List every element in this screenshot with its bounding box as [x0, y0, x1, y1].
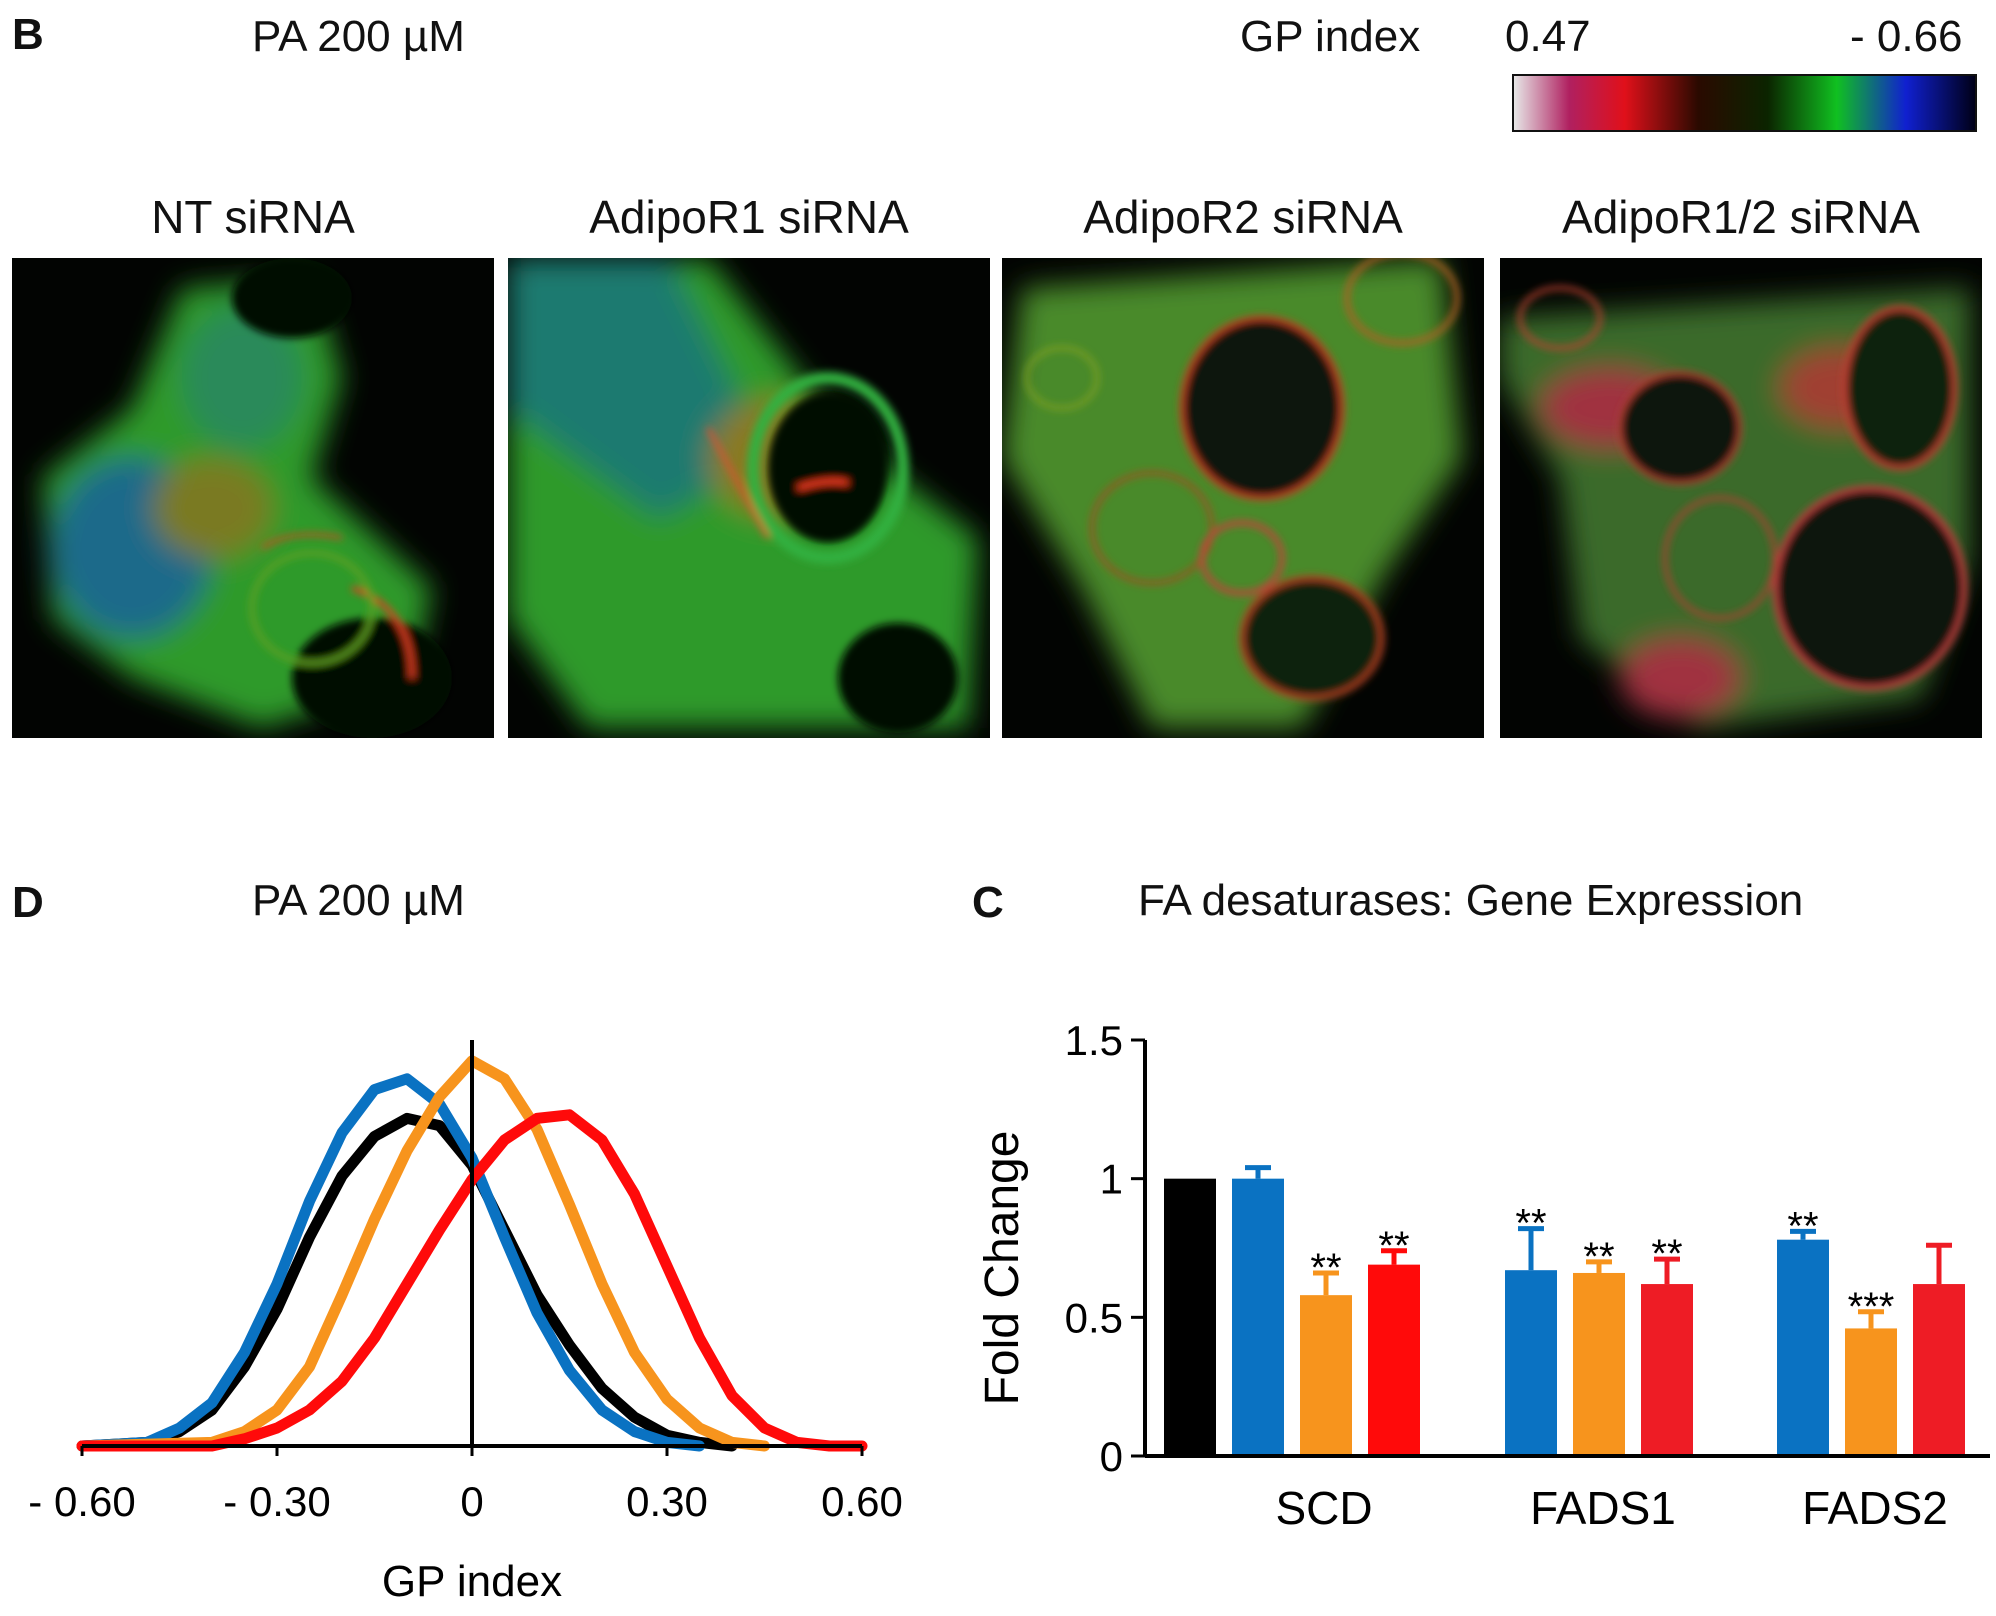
- image-label-nt: NT siRNA: [151, 191, 355, 243]
- bar-fads1-2: [1641, 1284, 1693, 1456]
- significance-marker: ***: [1848, 1285, 1895, 1329]
- gp-curve-1: [76, 1073, 705, 1452]
- significance-marker: **: [1310, 1246, 1341, 1290]
- significance-marker: **: [1787, 1204, 1818, 1248]
- bar-fads2-1: [1845, 1328, 1897, 1456]
- bar-fads2-2: [1913, 1284, 1965, 1456]
- panel-d-letter: D: [12, 878, 44, 927]
- line-chart-tick-label: 0.30: [626, 1478, 708, 1525]
- microscopy-image-adipor12: [1500, 258, 1982, 738]
- category-label-scd: SCD: [1275, 1482, 1372, 1534]
- bar-chart-tick-label: 1.5: [1065, 1017, 1123, 1064]
- bar-scd-0: [1164, 1178, 1216, 1456]
- bar-fads2-0: [1777, 1239, 1829, 1456]
- colorbar-right-value: - 0.66: [1850, 12, 1963, 61]
- fold-change-bar-chart: ******** ******* 00.511.5 SCD FADS1 FADS2 F…: [976, 1017, 1990, 1534]
- line-chart-tick-label: - 0.60: [28, 1478, 135, 1525]
- bar-chart-tick-label: 0: [1100, 1433, 1123, 1480]
- microscopy-image-adipor2: [1002, 258, 1484, 738]
- bar-scd-3: [1368, 1264, 1420, 1456]
- gp-distribution-chart: - 0.60 - 0.30 0 0.30 0.60 GP index: [28, 1040, 903, 1606]
- panel-b-letter: B: [12, 10, 44, 59]
- bar-chart-tick-label: 1: [1100, 1156, 1123, 1203]
- line-chart-tick-label: 0: [460, 1478, 483, 1525]
- line-chart-tick-label: - 0.30: [223, 1478, 330, 1525]
- panel-b-condition: PA 200 µM: [252, 12, 465, 61]
- image-label-adipor12: AdipoR1/2 siRNA: [1562, 191, 1920, 243]
- bar-fads1-0: [1505, 1270, 1557, 1456]
- category-label-fads1: FADS1: [1530, 1482, 1676, 1534]
- bar-chart-tick-label: 0.5: [1065, 1294, 1123, 1341]
- significance-marker: **: [1651, 1232, 1682, 1276]
- category-label-fads2: FADS2: [1802, 1482, 1948, 1534]
- line-chart-tick-label: 0.60: [821, 1478, 903, 1525]
- bar-chart-ylabel: Fold Change: [976, 1131, 1029, 1406]
- significance-marker: **: [1378, 1224, 1409, 1268]
- bar-scd-2: [1300, 1295, 1352, 1456]
- panel-c-letter: C: [972, 878, 1004, 927]
- gp-colorbar: [1512, 74, 1977, 132]
- gp-curve-3: [76, 1109, 868, 1452]
- image-label-adipor1: AdipoR1 siRNA: [589, 191, 909, 243]
- panel-d-condition: PA 200 µM: [252, 876, 465, 925]
- line-chart-xlabel: GP index: [382, 1557, 562, 1606]
- significance-marker: **: [1583, 1235, 1614, 1279]
- microscopy-image-adipor1: [508, 258, 990, 738]
- bar-fads1-1: [1573, 1272, 1625, 1456]
- colorbar-left-value: 0.47: [1505, 12, 1591, 61]
- bar-scd-1: [1232, 1178, 1284, 1456]
- significance-marker: **: [1515, 1202, 1546, 1246]
- microscopy-image-nt: [12, 258, 494, 738]
- colorbar-title: GP index: [1240, 12, 1421, 61]
- panel-c-title: FA desaturases: Gene Expression: [1138, 876, 1804, 925]
- image-label-adipor2: AdipoR2 siRNA: [1083, 191, 1403, 243]
